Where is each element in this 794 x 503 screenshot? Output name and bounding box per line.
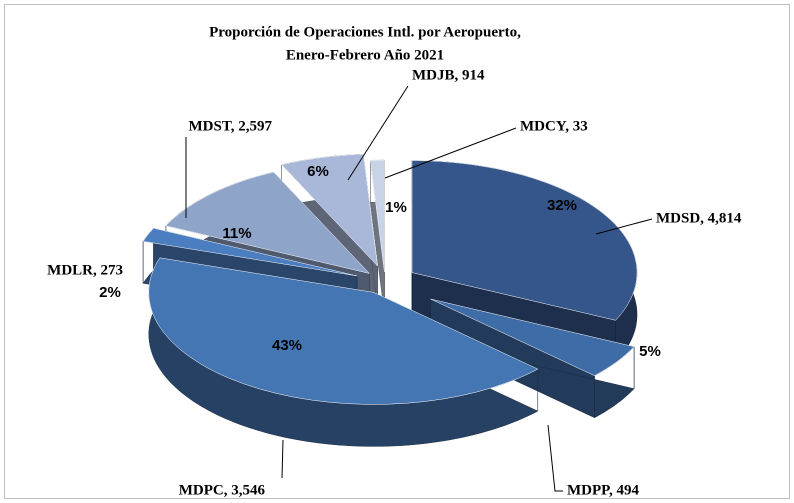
data-label: MDPC, 3,546 xyxy=(179,482,266,498)
leader-line xyxy=(547,424,563,492)
percent-label: 6% xyxy=(307,163,329,180)
slice xyxy=(411,160,638,321)
chart-title: Enero-Febrero Año 2021 xyxy=(286,47,444,63)
percent-label: 2% xyxy=(99,284,121,301)
data-label: MDSD, 4,814 xyxy=(656,210,742,226)
data-label: MDCY, 33 xyxy=(520,118,588,134)
data-label: MDJB, 914 xyxy=(412,67,485,83)
slice xyxy=(142,227,358,277)
chart-title: Proporción de Operaciones Intl. por Aero… xyxy=(209,24,521,40)
percent-label: 5% xyxy=(639,343,661,360)
percent-label: 43% xyxy=(272,337,302,354)
leader-line xyxy=(384,127,517,179)
data-label: MDPP, 494 xyxy=(567,482,639,498)
slice xyxy=(370,159,385,273)
slice xyxy=(148,257,539,405)
leader-line xyxy=(281,439,284,479)
data-label: MDLR, 273 xyxy=(47,262,123,278)
slice xyxy=(430,298,635,376)
slice xyxy=(281,153,378,267)
slice xyxy=(165,171,371,274)
data-label: MDST, 2,597 xyxy=(189,118,273,134)
percent-label: 1% xyxy=(385,199,407,216)
percent-label: 11% xyxy=(222,225,251,242)
leader-line xyxy=(347,85,409,181)
leader-line xyxy=(595,218,653,235)
percent-label: 32% xyxy=(547,197,577,214)
